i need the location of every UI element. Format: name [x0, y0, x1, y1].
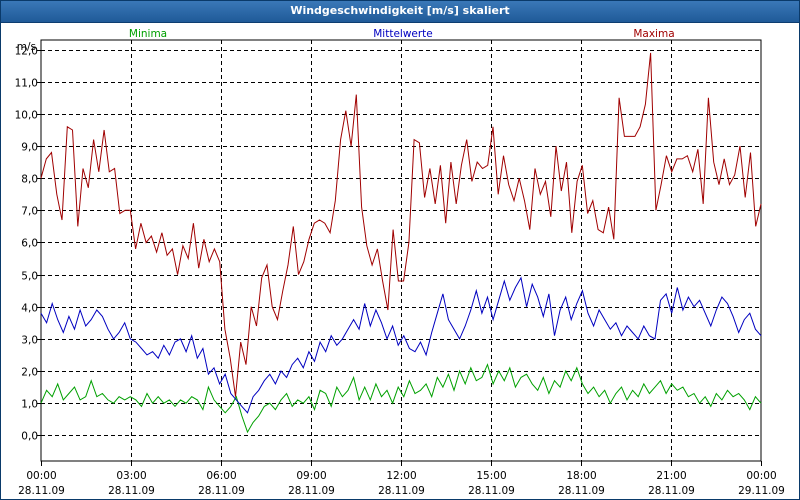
x-tick-date: 28.11.09: [198, 485, 245, 497]
y-tick-label: 1,0: [21, 399, 38, 411]
x-tick-time: 00:00: [746, 470, 776, 482]
y-tick-label: 12,0: [15, 46, 38, 58]
y-tick-label: 11,0: [15, 78, 38, 90]
x-tick-time: 15:00: [476, 470, 506, 482]
y-tick-label: 3,0: [21, 335, 38, 347]
x-tick-date: 28.11.09: [378, 485, 425, 497]
x-tick-time: 09:00: [296, 470, 326, 482]
legend-entry-minima: Minima: [129, 28, 167, 40]
x-tick-time: 00:00: [26, 470, 56, 482]
y-tick-label: 9,0: [21, 142, 38, 154]
x-tick-date: 28.11.09: [18, 485, 65, 497]
y-tick-label: 6,0: [21, 238, 38, 250]
x-tick-date: 28.11.09: [108, 485, 155, 497]
title-bar: Windgeschwindigkeit [m/s] skaliert: [1, 1, 799, 23]
y-axis-label: m/s: [17, 41, 36, 53]
x-tick-date: 29.11.09: [738, 485, 785, 497]
y-tick-label: 7,0: [21, 206, 38, 218]
legend-entry-mittelwerte: Mittelwerte: [373, 28, 433, 40]
series-line-minima: [40, 363, 762, 434]
y-tick-label: 10,0: [15, 110, 38, 122]
x-tick-time: 03:00: [116, 470, 146, 482]
y-tick-label: 0,0: [21, 431, 38, 443]
y-tick-label: 2,0: [21, 367, 38, 379]
x-tick-date: 28.11.09: [558, 485, 605, 497]
y-tick-label: 8,0: [21, 174, 38, 186]
legend-entry-maxima: Maxima: [633, 28, 674, 40]
x-tick-time: 06:00: [206, 470, 236, 482]
x-tick-time: 21:00: [656, 470, 686, 482]
x-tick-time: 18:00: [566, 470, 596, 482]
y-tick-label: 5,0: [21, 271, 38, 283]
y-tick-label: 4,0: [21, 303, 38, 315]
x-tick-date: 28.11.09: [468, 485, 515, 497]
series-line-maxima: [40, 52, 762, 397]
x-tick-time: 12:00: [386, 470, 416, 482]
chart-title: Windgeschwindigkeit [m/s] skaliert: [290, 4, 510, 17]
x-tick-date: 28.11.09: [648, 485, 695, 497]
x-tick-date: 28.11.09: [288, 485, 335, 497]
series-line-mittelwerte: [40, 276, 762, 414]
